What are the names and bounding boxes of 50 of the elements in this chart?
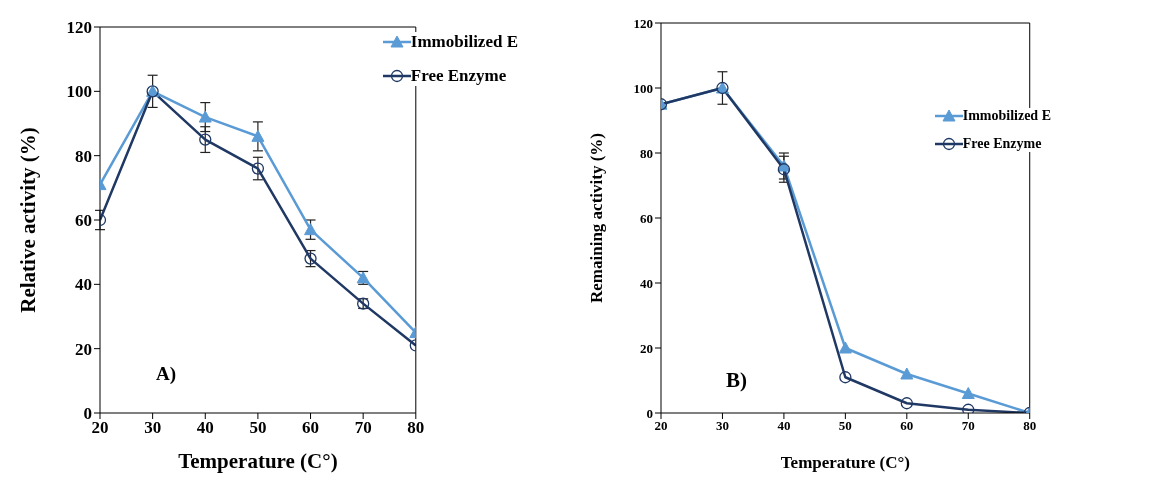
point	[900, 397, 913, 410]
x-tick-label: 80	[407, 418, 425, 438]
y-tick-label: 60	[75, 211, 92, 231]
point	[838, 341, 852, 354]
y-tick-label: 0	[83, 404, 92, 424]
point	[961, 387, 975, 399]
x-tick-label: 30	[144, 418, 162, 438]
x-tick-label: 80	[1023, 418, 1037, 434]
x-tick-label: 50	[249, 418, 267, 438]
legend-label: Free Enzyme	[962, 136, 1042, 152]
legend-label: Immobilized E	[410, 32, 518, 52]
x-tick-label: 20	[91, 418, 109, 438]
legend-label: Immobilized E	[962, 108, 1051, 124]
x-tick-label: 60	[302, 418, 320, 438]
x-tick-label: 60	[900, 418, 914, 434]
point	[251, 129, 265, 142]
x-tick-label: 40	[777, 418, 791, 434]
y-tick-label: 120	[66, 18, 92, 38]
y-tick-label: 40	[640, 275, 653, 291]
legend-label: Free Enzyme	[410, 66, 507, 86]
y-tick-label: 100	[633, 80, 653, 96]
x-tick-label: 70	[354, 418, 372, 438]
point	[198, 110, 212, 123]
y-tick-label: 20	[75, 339, 92, 359]
point	[199, 133, 212, 146]
x-tick-label: 30	[715, 418, 729, 434]
point	[251, 162, 265, 175]
point	[900, 367, 914, 380]
y-tick-label: 120	[633, 15, 653, 31]
point	[839, 371, 852, 384]
point	[962, 403, 975, 413]
y-tick-label: 100	[66, 82, 92, 102]
x-axis-title: Temperature (C°)	[780, 453, 910, 472]
y-axis-title: Relative activity (%)	[16, 127, 41, 313]
point	[777, 163, 791, 176]
y-tick-label: 80	[640, 145, 653, 161]
x-axis-title: Temperature (C°)	[178, 449, 338, 473]
annotation: B)	[726, 368, 747, 393]
y-tick-label: 20	[640, 340, 653, 356]
x-tick-label: 20	[654, 418, 668, 434]
x-tick-label: 50	[838, 418, 852, 434]
y-tick-label: 40	[75, 275, 92, 295]
x-tick-label: 40	[196, 418, 214, 438]
y-tick-label: 60	[640, 210, 653, 226]
y-axis-title: Remaining activity (%)	[587, 133, 607, 303]
annotation: A)	[156, 363, 177, 385]
x-tick-label: 70	[961, 418, 975, 434]
y-tick-label: 80	[75, 146, 92, 166]
y-tick-label: 0	[646, 405, 653, 421]
point	[304, 223, 318, 236]
